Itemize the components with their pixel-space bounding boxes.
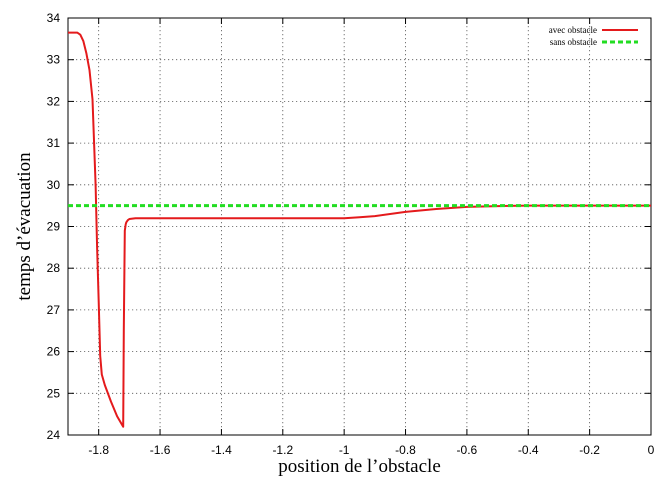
legend: avec obstacle sans obstacle bbox=[549, 25, 638, 47]
x-tick-label: -1.2 bbox=[272, 443, 293, 457]
x-axis-label: position de l’obstacle bbox=[278, 456, 441, 477]
x-tick-label: -0.2 bbox=[579, 443, 600, 457]
x-tick-label: 0 bbox=[648, 443, 655, 457]
y-tick-label: 29 bbox=[47, 220, 61, 234]
legend-label: avec obstacle bbox=[549, 25, 597, 35]
x-tick-label: -1 bbox=[339, 443, 350, 457]
series-lines bbox=[68, 31, 651, 428]
y-tick-label: 33 bbox=[47, 53, 61, 67]
x-tick-label: -0.4 bbox=[518, 443, 539, 457]
y-tick-label: 24 bbox=[47, 428, 61, 442]
plot-frame bbox=[67, 17, 652, 436]
y-tick-label: 25 bbox=[47, 386, 61, 400]
y-tick-label: 30 bbox=[47, 178, 61, 192]
y-tick-label: 31 bbox=[47, 136, 61, 150]
x-tick-label: -1.6 bbox=[150, 443, 171, 457]
x-tick-label: -1.8 bbox=[88, 443, 109, 457]
y-tick-label: 34 bbox=[47, 11, 61, 25]
series-line-avec-obstacle bbox=[68, 31, 651, 428]
x-tick-label: -0.6 bbox=[457, 443, 478, 457]
legend-label: sans obstacle bbox=[550, 37, 597, 47]
axis-ticks: -1.8 -1.6 -1.4 -1.2 -1 -0.8 -0.6 -0.4 -0.2 0 24 25 2… bbox=[47, 11, 655, 457]
grid bbox=[68, 18, 652, 435]
y-tick-label: 26 bbox=[47, 345, 61, 359]
y-axis-label: temps d’évacuation bbox=[14, 152, 35, 301]
y-tick-label: 27 bbox=[47, 303, 61, 317]
y-tick-label: 32 bbox=[47, 94, 61, 108]
y-tick-label: 28 bbox=[47, 261, 61, 275]
x-tick-label: -0.8 bbox=[395, 443, 416, 457]
x-tick-label: -1.4 bbox=[211, 443, 232, 457]
